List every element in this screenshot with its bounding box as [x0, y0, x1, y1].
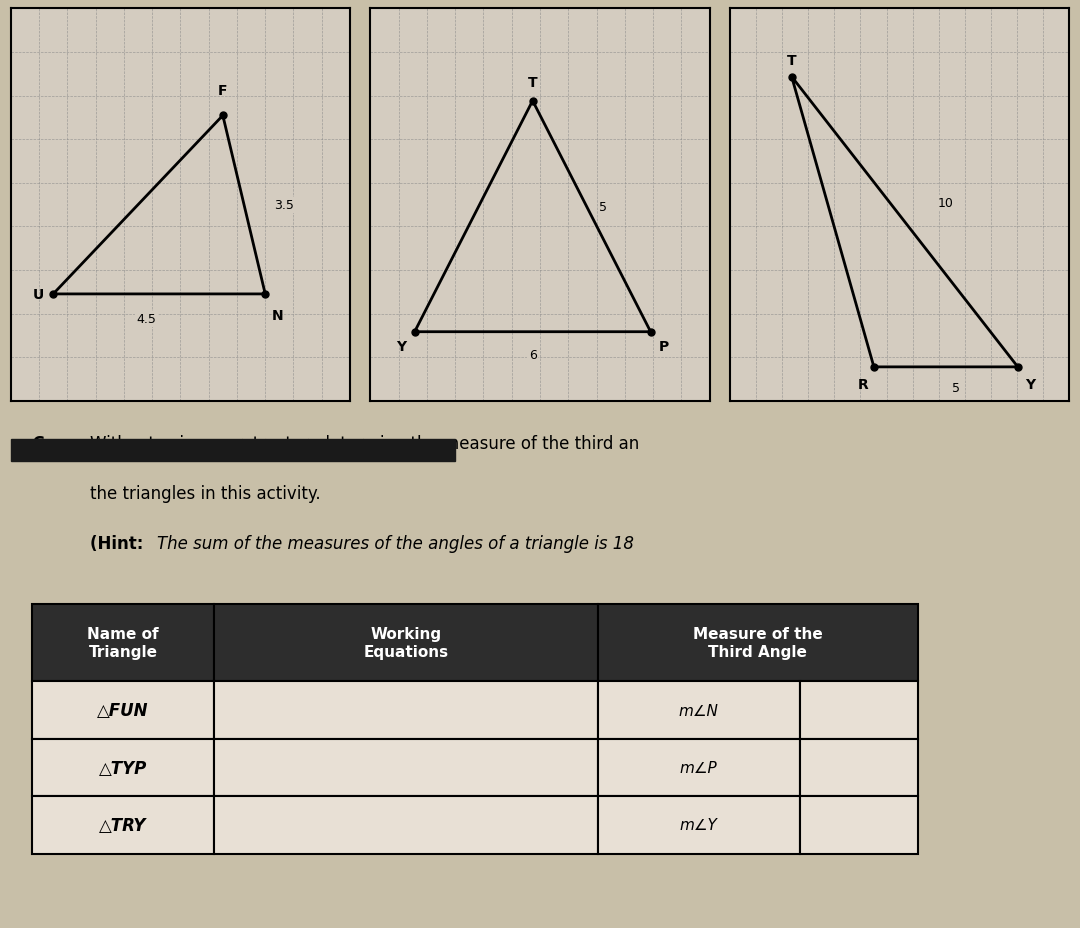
Text: Without using a protractor, determine the measure of the third an: Without using a protractor, determine th… — [91, 434, 639, 452]
Bar — [799, 796, 918, 854]
Text: the triangles in this activity.: the triangles in this activity. — [91, 484, 321, 502]
Text: △FUN: △FUN — [97, 702, 149, 719]
Text: T: T — [528, 76, 538, 90]
Text: m∠N: m∠N — [679, 702, 719, 717]
Bar — [598, 739, 799, 796]
Text: The sum of the measures of the angles of a triangle is 18: The sum of the measures of the angles of… — [157, 535, 634, 552]
Text: 3.5: 3.5 — [274, 199, 294, 212]
Text: 5: 5 — [599, 201, 607, 214]
Text: (Hint:: (Hint: — [91, 535, 149, 552]
Text: 10: 10 — [937, 198, 954, 211]
Text: 4.5: 4.5 — [136, 313, 157, 326]
Text: 6.: 6. — [32, 434, 53, 454]
Text: P: P — [659, 340, 669, 354]
Text: U: U — [32, 288, 44, 302]
Text: R: R — [859, 378, 869, 392]
Bar — [214, 796, 598, 854]
Bar — [598, 604, 918, 681]
Text: Measure of the
Third Angle: Measure of the Third Angle — [693, 626, 823, 659]
Bar — [214, 604, 598, 681]
Text: 5: 5 — [953, 381, 960, 394]
Bar — [214, 681, 598, 739]
Bar — [32, 739, 214, 796]
Text: T: T — [787, 54, 796, 68]
Bar — [32, 681, 214, 739]
Bar — [32, 604, 214, 681]
Text: Y: Y — [1025, 378, 1036, 392]
Text: Y: Y — [396, 340, 406, 354]
Text: m∠P: m∠P — [680, 760, 718, 775]
Bar — [214, 739, 598, 796]
Text: △TYP: △TYP — [99, 759, 147, 777]
Text: △TRY: △TRY — [99, 816, 147, 834]
Text: m∠Y: m∠Y — [680, 818, 718, 832]
Text: 6: 6 — [529, 349, 537, 362]
Bar — [799, 739, 918, 796]
Bar — [598, 796, 799, 854]
Bar — [32, 796, 214, 854]
Bar — [11, 439, 456, 462]
Text: Working
Equations: Working Equations — [364, 626, 448, 659]
Bar — [598, 681, 799, 739]
Text: N: N — [272, 309, 284, 323]
Bar — [799, 681, 918, 739]
Text: F: F — [218, 84, 228, 98]
Text: Name of
Triangle: Name of Triangle — [87, 626, 159, 659]
